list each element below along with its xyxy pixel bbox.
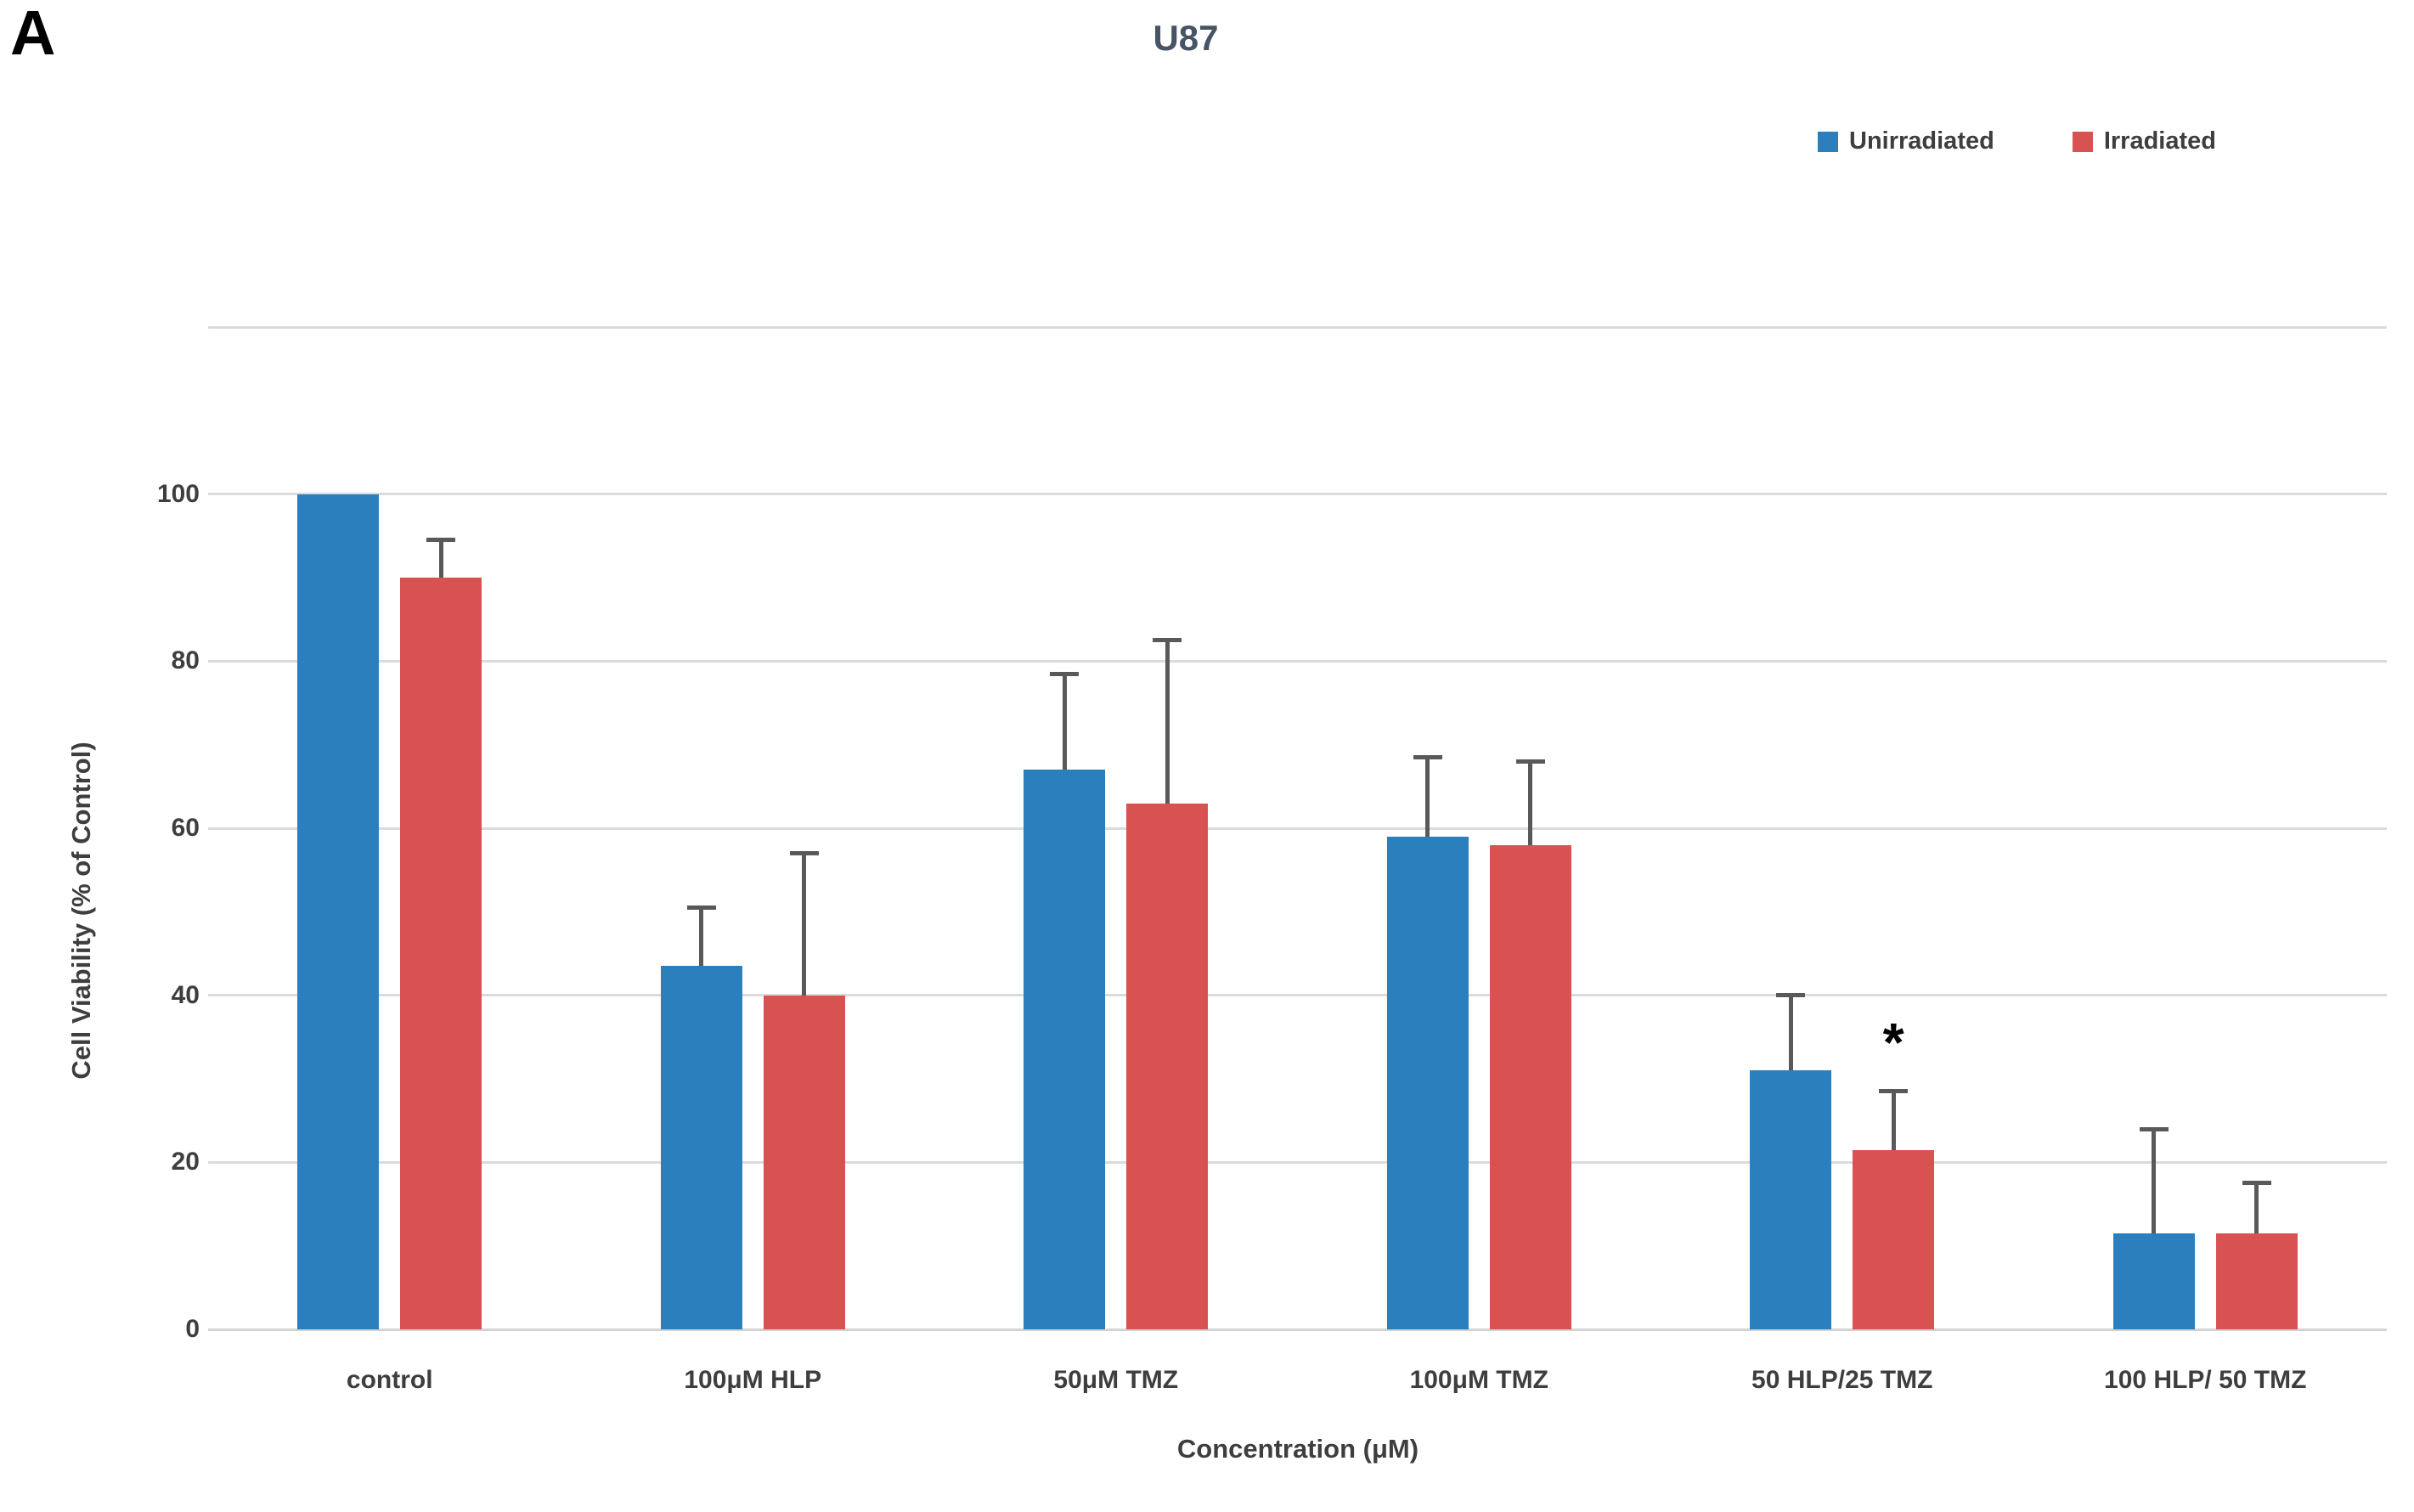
y-axis-title: Cell Viability (% of Control) bbox=[66, 742, 96, 1080]
gridline bbox=[208, 659, 2387, 663]
bar-unirradiated-1 bbox=[660, 966, 742, 1329]
category-label: 50μM TMZ bbox=[1053, 1366, 1179, 1394]
error-bar-line bbox=[699, 907, 704, 967]
error-bar-line bbox=[1165, 640, 1170, 804]
category-label: 100μM HLP bbox=[684, 1366, 822, 1394]
y-tick-label: 40 bbox=[171, 980, 200, 1009]
error-bar-cap bbox=[1879, 1089, 1909, 1094]
legend-item: Unirradiated bbox=[1818, 127, 1994, 155]
legend-item: Irradiated bbox=[2072, 127, 2216, 155]
x-axis-title: Concentration (μM) bbox=[1176, 1434, 1419, 1464]
annotation-asterisk: * bbox=[1882, 1011, 1904, 1073]
legend-label: Irradiated bbox=[2103, 127, 2216, 155]
error-bar-line bbox=[2254, 1182, 2259, 1233]
y-tick-label: 20 bbox=[171, 1148, 200, 1176]
chart-title: U87 bbox=[1153, 18, 1219, 58]
category-label: 100 HLP/ 50 TMZ bbox=[2104, 1366, 2307, 1394]
error-bar-cap bbox=[1050, 671, 1080, 676]
bar-unirradiated-0 bbox=[297, 494, 380, 1329]
error-bar-cap bbox=[1515, 759, 1545, 764]
error-bar-cap bbox=[1776, 993, 1806, 998]
gridline bbox=[208, 325, 2387, 329]
error-bar-cap bbox=[2242, 1181, 2271, 1186]
error-bar-line bbox=[1425, 757, 1430, 837]
bar-irradiated-0 bbox=[400, 578, 482, 1329]
gridline bbox=[208, 493, 2387, 496]
legend-label: Unirradiated bbox=[1849, 127, 1994, 155]
gridline bbox=[208, 1160, 2387, 1164]
bar-irradiated-5 bbox=[2215, 1233, 2298, 1329]
category-label: control bbox=[346, 1366, 433, 1394]
category-label: 100μM TMZ bbox=[1409, 1366, 1548, 1394]
error-bar-line bbox=[1062, 674, 1067, 770]
panel-label: A bbox=[10, 0, 55, 68]
bar-unirradiated-5 bbox=[2112, 1233, 2195, 1329]
error-bar-cap bbox=[2139, 1126, 2169, 1131]
y-tick-label: 0 bbox=[185, 1315, 200, 1343]
error-bar-cap bbox=[426, 538, 456, 543]
legend-swatch-icon bbox=[1818, 131, 1838, 152]
y-tick-label: 80 bbox=[171, 646, 200, 675]
legend: Unirradiated Irradiated bbox=[1818, 127, 2216, 155]
x-axis-line bbox=[208, 1328, 2387, 1331]
error-bar-cap bbox=[789, 851, 819, 855]
legend-swatch-icon bbox=[2072, 131, 2093, 152]
category-label: 50 HLP/25 TMZ bbox=[1751, 1366, 1933, 1394]
y-tick-label: 60 bbox=[171, 814, 200, 842]
bar-irradiated-1 bbox=[763, 995, 845, 1329]
bar-unirradiated-2 bbox=[1024, 770, 1106, 1329]
gridline bbox=[208, 994, 2387, 997]
error-bar-cap bbox=[1413, 754, 1442, 759]
gridline bbox=[208, 827, 2387, 830]
error-bar-cap bbox=[686, 905, 716, 910]
error-bar-line bbox=[438, 539, 443, 578]
bar-irradiated-2 bbox=[1126, 803, 1209, 1329]
error-bar-line bbox=[802, 853, 807, 996]
error-bar-line bbox=[2152, 1129, 2157, 1233]
error-bar-line bbox=[1891, 1091, 1896, 1150]
error-bar-cap bbox=[1153, 638, 1182, 643]
bar-unirradiated-3 bbox=[1386, 836, 1469, 1329]
bar-irradiated-3 bbox=[1489, 844, 1571, 1329]
error-bar-line bbox=[1528, 761, 1533, 845]
bar-unirradiated-4 bbox=[1750, 1070, 1832, 1329]
error-bar-line bbox=[1788, 995, 1793, 1071]
bar-irradiated-4 bbox=[1853, 1149, 1935, 1329]
y-tick-label: 100 bbox=[156, 479, 200, 508]
